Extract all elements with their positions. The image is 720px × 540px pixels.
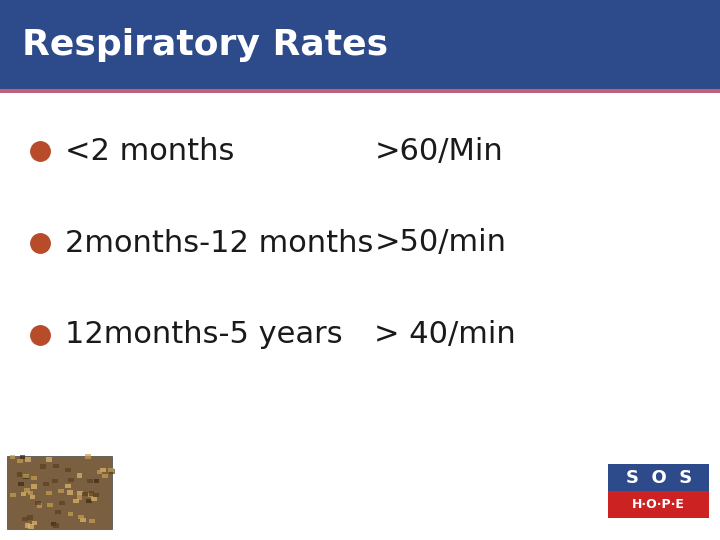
Bar <box>67 490 73 495</box>
Text: Respiratory Rates: Respiratory Rates <box>22 28 388 62</box>
Bar <box>59 501 65 505</box>
Text: > 40/min: > 40/min <box>374 320 516 349</box>
Text: 12months-5 years: 12months-5 years <box>65 320 343 349</box>
Bar <box>94 479 99 483</box>
Bar <box>53 464 58 469</box>
Bar <box>82 492 88 496</box>
Bar <box>85 454 91 458</box>
Bar <box>35 501 41 505</box>
Bar <box>25 457 31 462</box>
Bar <box>46 491 52 495</box>
Bar <box>31 484 37 489</box>
Bar <box>608 491 709 518</box>
Bar <box>68 477 74 482</box>
Bar <box>73 498 78 503</box>
Bar <box>47 503 53 507</box>
Bar <box>58 489 64 494</box>
Bar <box>0 0 720 89</box>
Bar <box>23 474 29 478</box>
Bar <box>17 459 23 463</box>
Bar <box>7 456 112 529</box>
Bar <box>27 515 32 519</box>
Bar <box>78 515 84 519</box>
Bar <box>86 499 92 503</box>
Bar <box>96 470 102 474</box>
Bar <box>88 493 94 497</box>
Bar <box>68 512 73 516</box>
Bar <box>30 495 35 500</box>
Bar <box>23 475 29 480</box>
Bar <box>102 474 108 478</box>
Bar <box>24 523 30 528</box>
Bar <box>101 468 107 472</box>
Bar <box>91 497 97 501</box>
Text: >60/Min: >60/Min <box>374 137 503 166</box>
Bar <box>53 479 58 483</box>
Bar <box>608 464 709 491</box>
Bar <box>50 522 56 526</box>
Bar <box>89 491 94 496</box>
Bar <box>17 472 22 476</box>
Bar <box>46 457 52 462</box>
Bar <box>93 492 99 497</box>
Bar <box>109 468 114 472</box>
Bar <box>27 491 33 495</box>
Bar <box>65 484 71 489</box>
Bar <box>109 469 114 474</box>
Bar <box>77 490 83 495</box>
Bar <box>43 482 49 486</box>
Bar <box>37 503 42 508</box>
Bar <box>80 518 86 522</box>
Bar <box>19 455 25 459</box>
Bar <box>66 468 71 472</box>
Bar <box>76 474 82 478</box>
Bar <box>76 495 82 500</box>
Text: >50/min: >50/min <box>374 228 506 258</box>
Bar <box>31 476 37 481</box>
Bar <box>24 488 30 492</box>
Bar <box>40 464 45 469</box>
Text: S  O  S: S O S <box>626 469 692 487</box>
Bar <box>0 89 720 93</box>
Bar <box>18 482 24 487</box>
Text: H·O·P·E: H·O·P·E <box>632 498 685 511</box>
Bar <box>32 521 37 525</box>
Bar <box>10 493 16 497</box>
Bar <box>53 523 59 528</box>
Bar <box>55 510 60 515</box>
Bar <box>9 455 15 460</box>
Bar <box>28 524 34 529</box>
Text: <2 months: <2 months <box>65 137 234 166</box>
Bar <box>21 492 27 496</box>
Bar <box>22 517 27 521</box>
Bar <box>89 519 94 523</box>
Text: 2months-12 months: 2months-12 months <box>65 228 373 258</box>
Bar <box>87 478 93 483</box>
